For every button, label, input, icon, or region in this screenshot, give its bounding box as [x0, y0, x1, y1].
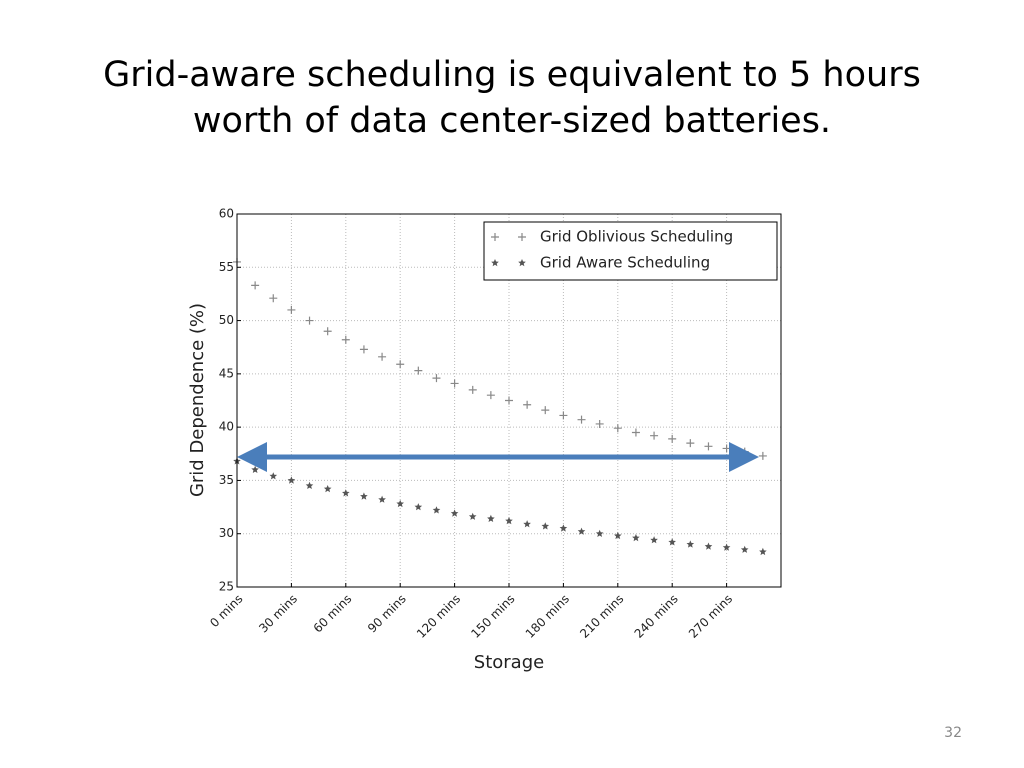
legend: Grid Oblivious Scheduling Grid Aware Sche…: [483, 221, 778, 281]
star-marker: [577, 527, 586, 535]
y-tick-label: 50: [219, 313, 234, 327]
star-marker: [759, 547, 767, 556]
x-tick-label: 60 mins: [311, 592, 355, 636]
x-tick-label: 0 mins: [207, 592, 245, 630]
plus-marker: [541, 406, 550, 415]
star-marker: [614, 531, 622, 540]
x-tick-label: 180 mins: [523, 592, 572, 641]
plus-marker: [523, 400, 532, 409]
plus-marker: [613, 424, 622, 433]
star-marker: [414, 503, 423, 511]
slide-title: Grid-aware scheduling is equivalent to 5…: [103, 55, 921, 141]
plus-marker: [668, 434, 677, 443]
star-marker: [505, 516, 513, 525]
x-tick-label: 30 mins: [256, 592, 300, 636]
star-marker: [342, 489, 350, 497]
star-marker: [686, 540, 695, 548]
star-marker: [595, 529, 604, 537]
star-marker: [378, 495, 386, 503]
star-marker: [323, 485, 332, 493]
plus-marker: [758, 451, 767, 460]
x-tick-label: 90 mins: [365, 592, 409, 636]
plus-marker: [631, 428, 640, 437]
plus-marker: [491, 233, 499, 241]
star-marker: [396, 499, 404, 508]
star-marker: [518, 259, 526, 267]
plus-marker: [518, 233, 526, 241]
plus-marker: [595, 419, 604, 428]
chart: 25 30 35 40 45 50 55 60 0 mins 30 mins 60 mins 90 m…: [187, 207, 782, 673]
plus-marker: [704, 442, 713, 451]
plus-marker: [740, 447, 749, 456]
star-marker: [468, 512, 477, 520]
star-marker: [305, 481, 314, 489]
plus-marker: [269, 294, 278, 303]
star-marker: [722, 543, 731, 551]
x-tick-label: 150 mins: [468, 592, 517, 641]
plus-marker: [414, 366, 423, 375]
plus-marker: [468, 385, 477, 394]
plus-marker: [305, 316, 314, 325]
legend-label: Grid Oblivious Scheduling: [540, 228, 733, 246]
star-marker: [632, 534, 640, 542]
y-tick-label: 45: [219, 366, 234, 380]
plus-marker: [378, 352, 387, 361]
plus-marker: [396, 360, 405, 369]
y-tick-label: 60: [219, 207, 234, 221]
y-tick-label: 40: [219, 420, 234, 434]
star-marker: [251, 465, 259, 473]
marks: [233, 257, 767, 556]
plus-marker: [486, 391, 495, 400]
x-tick-label: 240 mins: [632, 592, 681, 641]
x-axis-label: Storage: [474, 652, 544, 673]
y-axis-label: Grid Dependence (%): [187, 303, 208, 497]
plus-marker: [432, 374, 441, 383]
x-tick-label: 270 mins: [686, 592, 735, 641]
plus-marker: [341, 335, 350, 344]
star-marker: [704, 542, 713, 550]
star-marker: [491, 259, 499, 267]
y-tick-label: 25: [219, 580, 234, 594]
plus-marker: [450, 379, 459, 388]
star-marker: [487, 514, 495, 522]
plus-marker: [251, 281, 260, 290]
plus-marker: [287, 305, 296, 314]
star-marker: [559, 524, 568, 532]
y-tick-label: 55: [219, 260, 234, 274]
star-marker: [650, 536, 658, 544]
y-tick-label: 35: [219, 473, 234, 487]
y-tick-label: 30: [219, 526, 234, 540]
star-marker: [432, 506, 441, 514]
star-marker: [541, 522, 550, 530]
x-tick-label: 120 mins: [414, 592, 463, 641]
plus-marker: [505, 396, 513, 405]
plus-marker: [323, 327, 332, 336]
star-marker: [523, 520, 531, 528]
star-marker: [269, 472, 278, 480]
plus-marker: [359, 345, 368, 354]
plus-marker: [722, 444, 731, 453]
star-marker: [360, 492, 368, 500]
plus-marker: [686, 439, 695, 448]
plus-marker: [650, 431, 659, 440]
legend-label: Grid Aware Scheduling: [540, 254, 710, 272]
legend-box: [483, 221, 778, 281]
star-marker: [740, 545, 749, 553]
plus-marker: [577, 415, 586, 424]
x-tick-label: 210 mins: [577, 592, 626, 641]
star-marker: [668, 538, 676, 546]
star-marker: [450, 509, 459, 517]
page-number: 32: [944, 725, 962, 741]
star-marker: [287, 476, 296, 484]
plus-marker: [559, 411, 568, 420]
